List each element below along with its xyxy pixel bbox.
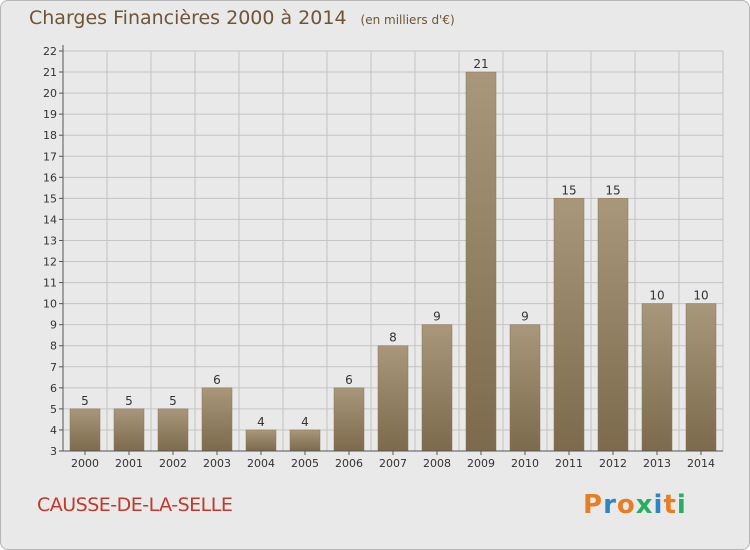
- x-tick-label: 2010: [511, 457, 539, 470]
- x-tick-label: 2009: [467, 457, 495, 470]
- bar-value-label: 15: [605, 183, 620, 197]
- bar-2010: [509, 324, 541, 452]
- y-tick-label: 21: [43, 66, 57, 79]
- x-tick-label: 2002: [159, 457, 187, 470]
- chart-title: Charges Financières 2000 à 2014 (en milli…: [29, 7, 455, 29]
- bar-2011: [553, 198, 585, 452]
- bar-2012: [597, 198, 629, 452]
- bar-value-label: 6: [213, 373, 221, 387]
- y-tick-label: 8: [50, 340, 57, 353]
- y-tick-label: 17: [43, 150, 57, 163]
- y-tick-label: 19: [43, 108, 57, 121]
- bar-value-label: 4: [301, 415, 309, 429]
- logo-letter: r: [603, 490, 617, 520]
- bar-value-label: 5: [169, 394, 177, 408]
- y-tick-label: 20: [43, 87, 57, 100]
- y-tick-label: 16: [43, 171, 57, 184]
- y-tick-label: 7: [50, 361, 57, 374]
- y-tick-label: 11: [43, 277, 57, 290]
- bar-value-label: 5: [81, 394, 89, 408]
- chart-title-text: Charges Financières 2000 à 2014: [29, 7, 347, 29]
- bar-2014: [685, 303, 717, 452]
- bar-2007: [377, 345, 409, 452]
- x-tick-label: 2012: [599, 457, 627, 470]
- y-tick-label: 3: [50, 445, 57, 458]
- bar-2001: [113, 408, 145, 452]
- y-tick-label: 13: [43, 234, 57, 247]
- y-tick-label: 4: [50, 424, 57, 437]
- bar-value-label: 4: [257, 415, 265, 429]
- y-tick-label: 18: [43, 129, 57, 142]
- bar-2000: [69, 408, 101, 452]
- x-tick-label: 2008: [423, 457, 451, 470]
- chart-unit: (en milliers d'€): [360, 13, 455, 27]
- y-tick-label: 22: [43, 45, 57, 58]
- logo-letter: x: [635, 490, 654, 520]
- bar-2006: [333, 387, 365, 452]
- x-tick-label: 2003: [203, 457, 231, 470]
- y-tick-label: 12: [43, 256, 57, 269]
- logo-letter: P: [583, 490, 604, 520]
- bar-value-label: 5: [125, 394, 133, 408]
- x-tick-label: 2007: [379, 457, 407, 470]
- logo-letter: o: [616, 490, 636, 520]
- y-tick-label: 6: [50, 382, 57, 395]
- bar-value-label: 15: [561, 183, 576, 197]
- bar-value-label: 8: [389, 331, 397, 345]
- y-tick-label: 9: [50, 319, 57, 332]
- y-tick-label: 15: [43, 192, 57, 205]
- bar-value-label: 9: [521, 310, 529, 324]
- x-tick-label: 2004: [247, 457, 275, 470]
- logo-letter: i: [653, 490, 664, 520]
- y-tick-label: 14: [43, 213, 57, 226]
- bar-value-label: 9: [433, 310, 441, 324]
- bar-2005: [289, 429, 321, 452]
- bar-2004: [245, 429, 277, 452]
- x-tick-label: 2005: [291, 457, 319, 470]
- city-name: CAUSSE-DE-LA-SELLE: [37, 494, 233, 516]
- proxiti-logo: Proxiti: [583, 490, 687, 520]
- bar-2003: [201, 387, 233, 452]
- x-tick-label: 2000: [71, 457, 99, 470]
- x-tick-label: 2011: [555, 457, 583, 470]
- x-tick-label: 2006: [335, 457, 363, 470]
- logo-letter: i: [676, 490, 687, 520]
- logo-letter: t: [663, 490, 677, 520]
- bar-2002: [157, 408, 189, 452]
- bar-2009: [465, 71, 497, 452]
- y-tick-label: 10: [43, 298, 57, 311]
- bar-value-label: 6: [345, 373, 353, 387]
- bar-value-label: 10: [649, 289, 664, 303]
- y-tick-label: 5: [50, 403, 57, 416]
- x-tick-label: 2013: [643, 457, 671, 470]
- bar-2008: [421, 324, 453, 452]
- bar-2013: [641, 303, 673, 452]
- bar-value-label: 10: [693, 289, 708, 303]
- x-tick-label: 2014: [687, 457, 715, 470]
- bar-value-label: 21: [473, 57, 488, 71]
- x-tick-label: 2001: [115, 457, 143, 470]
